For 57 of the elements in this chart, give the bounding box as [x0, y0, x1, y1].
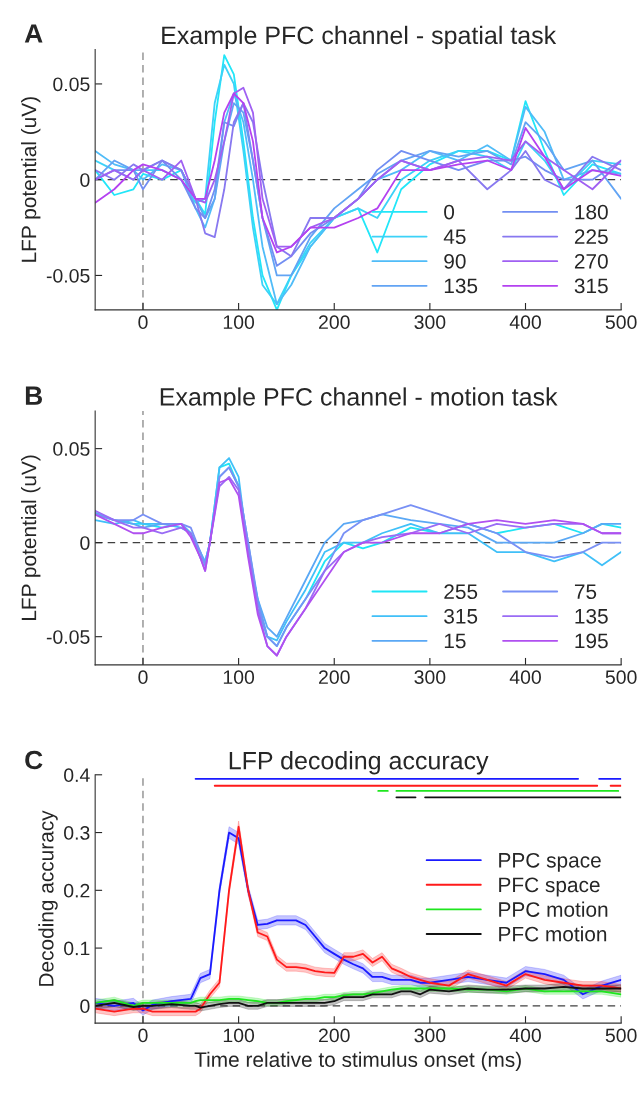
x-tick-label: 300	[414, 315, 446, 330]
x-tick-label: 400	[509, 670, 541, 685]
legend-label: 255	[444, 584, 478, 600]
x-tick-label: 400	[509, 315, 541, 330]
x-tick-label: 100	[223, 1028, 255, 1043]
x-tick-label: 200	[319, 670, 350, 685]
legend-label: 45	[443, 229, 466, 245]
y-tick-label: 0.3	[64, 826, 90, 840]
y-axis-title: LFP potential (uV)	[21, 455, 41, 621]
y-tick-label: 0.1	[64, 941, 90, 956]
x-tick-label: 400	[509, 1028, 541, 1043]
x-tick-label: 100	[223, 670, 255, 685]
legend-label: 180	[575, 204, 608, 220]
x-tick-label: 0	[138, 315, 148, 330]
legend-label: 15	[444, 633, 466, 649]
legend-label: 315	[444, 608, 478, 624]
y-tick-label: 0.05	[53, 442, 90, 456]
x-tick-label: 500	[605, 315, 637, 330]
x-axis-title: Time relative to stimulus onset (ms)	[194, 1051, 521, 1072]
y-tick-label: 0.05	[53, 77, 90, 92]
legend-label: PPC motion	[499, 901, 608, 917]
legend-label: 75	[574, 584, 597, 600]
y-axis-title: Decoding accuracy	[38, 810, 58, 986]
y-tick-label: 0	[80, 173, 90, 187]
chart-title: LFP decoding accuracy	[229, 751, 489, 775]
y-tick-label: 0	[80, 999, 90, 1014]
x-tick-label: 0	[138, 670, 148, 685]
x-tick-label: 300	[414, 670, 446, 685]
y-tick-label: 0.2	[64, 883, 90, 898]
y-tick-label: -0.05	[46, 630, 90, 644]
x-tick-label: 500	[605, 670, 637, 685]
legend-label: 135	[575, 608, 608, 624]
x-tick-label: 100	[223, 315, 255, 330]
x-tick-label: 500	[605, 1028, 637, 1043]
x-tick-label: 200	[319, 1028, 350, 1043]
y-tick-label: 0	[80, 536, 90, 550]
legend-label: 225	[574, 229, 608, 245]
x-tick-label: 0	[138, 1028, 148, 1043]
y-tick-label: 0.4	[64, 768, 90, 783]
legend-label: PFC space	[499, 877, 600, 897]
legend-label: PFC motion	[499, 926, 607, 942]
legend-label: 270	[574, 253, 608, 269]
legend-label: 0	[444, 204, 455, 220]
y-tick-label: -0.05	[46, 268, 90, 283]
x-tick-label: 300	[414, 1028, 446, 1043]
legend-label: 195	[575, 633, 608, 649]
y-axis-title: LFP potential (uV)	[21, 97, 41, 262]
legend-label: 315	[574, 278, 608, 294]
legend-label: 90	[444, 253, 466, 269]
legend-label: PPC space	[499, 852, 601, 872]
legend-label: 135	[444, 278, 478, 294]
text: C	[25, 750, 43, 770]
chart-title: Example PFC channel - motion task	[160, 387, 558, 411]
chart-title: Example PFC channel - spatial task	[162, 25, 557, 50]
text: A	[24, 24, 43, 43]
text: B	[25, 386, 43, 405]
x-tick-label: 200	[319, 315, 350, 330]
